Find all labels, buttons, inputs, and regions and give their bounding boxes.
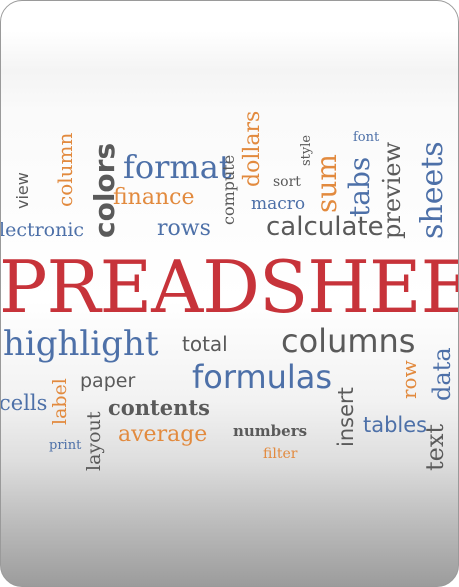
word-tables: tables xyxy=(363,413,428,437)
word-view: view xyxy=(13,172,32,209)
word-columns: columns xyxy=(281,322,416,360)
word-formulas: formulas xyxy=(192,358,333,396)
word-macro: macro xyxy=(251,194,306,214)
word-compute: compute xyxy=(219,154,238,225)
word-label: label xyxy=(49,378,71,425)
word-calculate: calculate xyxy=(266,212,384,242)
word-dollars: dollars xyxy=(240,110,265,187)
word-column: column xyxy=(53,132,77,207)
word-paper: paper xyxy=(80,370,136,392)
word-preview: preview xyxy=(378,141,406,239)
word-average: average xyxy=(118,422,208,447)
word-rows: rows xyxy=(157,216,211,241)
word-total: total xyxy=(182,332,228,356)
word-numbers: numbers xyxy=(233,422,308,440)
word-spreadsheet-title: PREADSHEET xyxy=(0,245,458,329)
word-sheets: sheets xyxy=(415,141,450,239)
word-sort: sort xyxy=(273,174,301,190)
word-tabs: tabs xyxy=(343,156,376,217)
word-sum: sum xyxy=(310,154,343,213)
word-data: data xyxy=(428,347,456,401)
word-highlight: highlight xyxy=(3,324,159,364)
word-print: print xyxy=(49,438,82,453)
word-text: text xyxy=(421,423,449,471)
word-finance: finance xyxy=(113,185,195,210)
word-filter: filter xyxy=(263,446,298,462)
word-lectronic: lectronic xyxy=(0,219,85,241)
word-row: row xyxy=(397,360,421,399)
word-font: font xyxy=(353,130,380,145)
word-layout: layout xyxy=(83,411,105,471)
word-cells: cells xyxy=(0,391,48,415)
word-format: format xyxy=(123,148,232,186)
word-contents: contents xyxy=(108,395,210,420)
word-insert: insert xyxy=(334,387,358,447)
